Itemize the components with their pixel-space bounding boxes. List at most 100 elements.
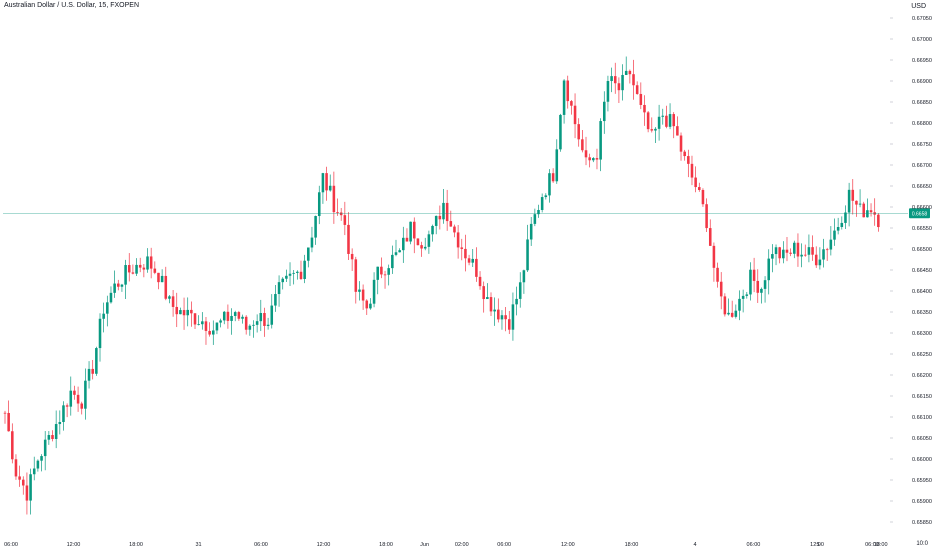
candle-body	[665, 115, 668, 127]
candle-body	[518, 282, 522, 299]
candle	[398, 248, 401, 253]
candle	[712, 242, 716, 282]
candle-body	[789, 252, 792, 254]
candle	[36, 459, 40, 472]
candle-body	[635, 85, 639, 94]
candle-body	[712, 245, 716, 268]
candle-body	[292, 272, 295, 274]
candle-body	[420, 245, 423, 249]
candle-body	[672, 114, 675, 127]
candle	[354, 256, 358, 304]
candle	[427, 230, 431, 254]
candle	[146, 248, 149, 273]
time-axis-corner-label: 10:0	[916, 541, 928, 547]
candle	[493, 297, 496, 326]
candle-body	[551, 173, 555, 182]
candle	[683, 149, 686, 161]
price-tick-label: 0.66850	[912, 100, 932, 106]
candle-body	[416, 238, 420, 246]
candle	[730, 300, 734, 318]
candle-body	[274, 294, 277, 306]
candle	[277, 275, 281, 307]
candle-body	[727, 312, 730, 315]
candle	[350, 248, 354, 271]
candle-body	[796, 242, 800, 257]
candle-body	[91, 368, 94, 374]
candle	[738, 290, 741, 321]
candle	[774, 244, 778, 266]
candle-body	[471, 258, 475, 263]
candle-body	[529, 223, 533, 240]
candle	[497, 298, 500, 323]
candle-body	[507, 319, 511, 330]
candle-body	[21, 479, 25, 486]
candle-body	[833, 230, 836, 240]
candle-body	[603, 101, 606, 122]
candle	[467, 254, 471, 266]
candle	[639, 82, 643, 110]
candle	[646, 110, 650, 133]
candle-body	[398, 250, 401, 253]
candle	[613, 62, 617, 94]
price-tick-label: 0.66700	[912, 163, 932, 169]
candle	[705, 198, 708, 233]
candle-body	[559, 114, 562, 150]
candle	[453, 224, 456, 238]
candle	[420, 241, 423, 257]
candle-body	[43, 439, 47, 457]
candle	[486, 283, 489, 300]
candle	[529, 217, 533, 246]
candle-body	[701, 189, 705, 205]
candle-body	[661, 115, 665, 117]
candle	[233, 310, 237, 322]
candle-body	[11, 431, 14, 460]
candle	[851, 179, 855, 215]
candle	[317, 185, 321, 225]
candle	[69, 376, 73, 416]
candle-body	[427, 234, 431, 247]
candle	[193, 313, 197, 330]
candle-body	[460, 247, 464, 249]
candle	[836, 217, 840, 235]
candle-body	[376, 266, 380, 280]
candle-body	[566, 80, 570, 102]
time-tick-label: 06:00	[4, 542, 18, 548]
candle	[577, 118, 580, 147]
candle-body	[719, 281, 723, 297]
candle-body	[339, 212, 343, 216]
price-tick-label: 0.67000	[912, 37, 932, 43]
candle	[84, 368, 87, 420]
candle	[537, 204, 540, 218]
candle	[332, 171, 336, 224]
price-tick-label: 0.66950	[912, 58, 932, 64]
candle-body	[314, 216, 317, 238]
candle	[785, 237, 789, 262]
candle	[551, 168, 555, 183]
candle	[782, 241, 785, 264]
candle	[716, 262, 719, 288]
candle-body	[7, 412, 10, 432]
price-tick-label: 0.66300	[912, 331, 932, 337]
candle-body	[643, 104, 646, 113]
candle-body	[581, 139, 584, 151]
candle-body	[866, 210, 869, 218]
candle-body	[127, 265, 131, 273]
candle-body	[449, 221, 453, 227]
candle	[862, 201, 866, 218]
last-price-label: 0.6658	[912, 211, 928, 217]
candle	[822, 238, 825, 268]
candle-body	[526, 239, 529, 271]
candle-body	[65, 405, 69, 407]
candle-body	[175, 306, 179, 315]
candle	[255, 314, 259, 333]
candle	[829, 226, 833, 256]
candle-body	[423, 246, 427, 249]
candle-body	[73, 390, 76, 395]
price-tick-label: 0.66450	[912, 268, 932, 274]
candle-body	[613, 76, 617, 84]
candle	[14, 454, 18, 480]
candle-body	[328, 185, 332, 191]
candle-body	[212, 330, 215, 335]
time-tick-label: 12:00	[67, 542, 81, 548]
